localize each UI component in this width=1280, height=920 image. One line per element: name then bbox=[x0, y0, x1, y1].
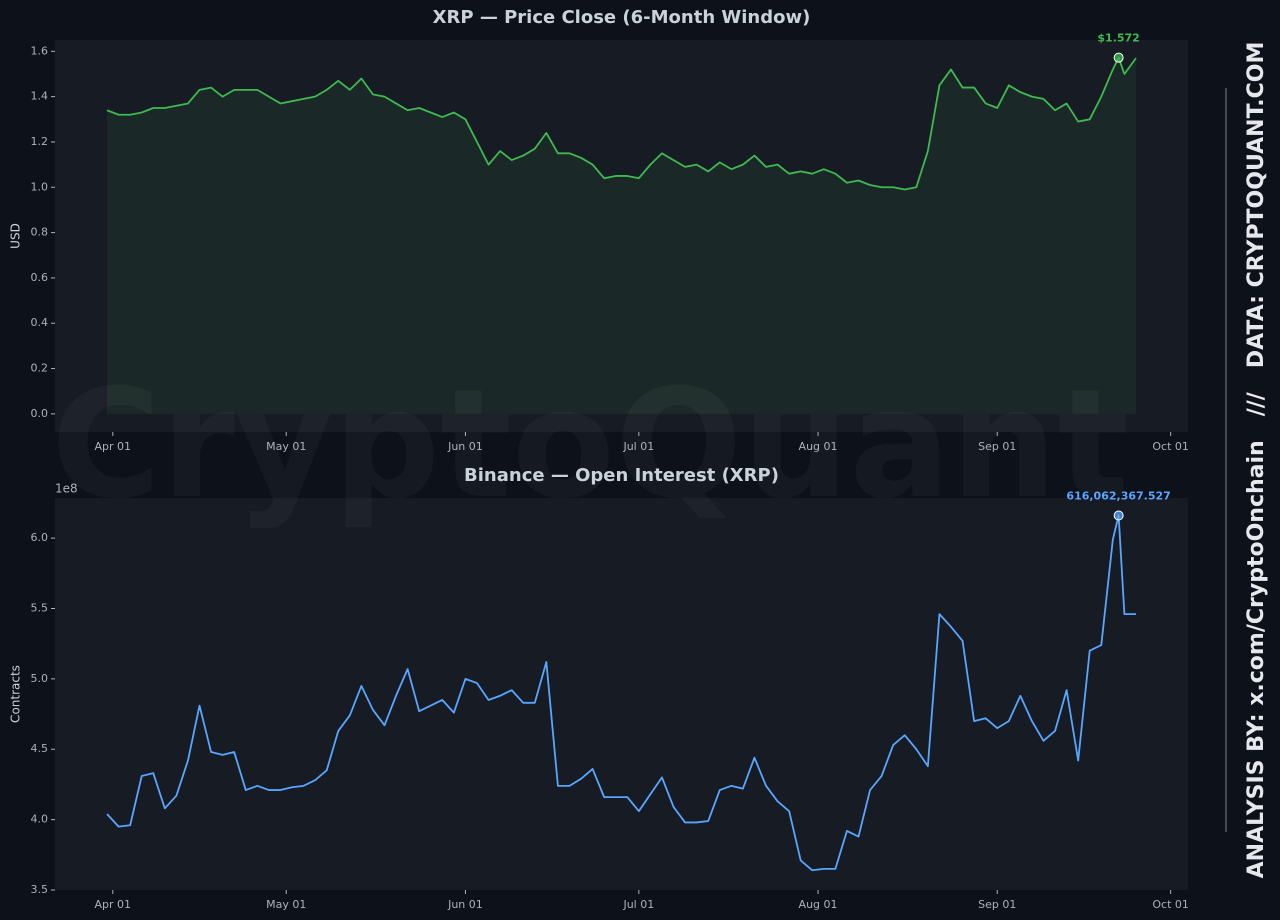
y-tick-label: 0.2 bbox=[31, 362, 49, 375]
x-tick-label: Sep 01 bbox=[978, 898, 1016, 911]
peak-label: 616,062,367.527 bbox=[1066, 490, 1170, 503]
x-tick-label: Jul 01 bbox=[622, 898, 654, 911]
credit-analysis: ANALYSIS BY: x.com/CryptoOnchain bbox=[1244, 440, 1269, 878]
y-tick-label: 0.0 bbox=[31, 407, 49, 420]
peak-marker bbox=[1113, 510, 1124, 521]
x-tick-label: Oct 01 bbox=[1152, 898, 1189, 911]
x-tick-label: Aug 01 bbox=[799, 440, 838, 453]
x-tick-label: Apr 01 bbox=[95, 898, 132, 911]
y-tick-label: 5.0 bbox=[31, 672, 49, 685]
x-tick-label: Jul 01 bbox=[622, 440, 654, 453]
line bbox=[106, 56, 1137, 191]
x-tick-label: Aug 01 bbox=[799, 898, 838, 911]
y-tick-label: 4.0 bbox=[31, 813, 49, 826]
y-tick-label: 1.4 bbox=[31, 90, 49, 103]
y-tick-label: 1.6 bbox=[31, 44, 49, 57]
area bbox=[107, 57, 1136, 414]
chart-title: Binance — Open Interest (XRP) bbox=[464, 465, 779, 486]
y-tick-label: 0.4 bbox=[31, 316, 49, 329]
y-tick-label: 3.5 bbox=[31, 883, 49, 896]
y-tick-label: 5.5 bbox=[31, 601, 49, 614]
y-tick-label: 1.0 bbox=[31, 180, 49, 193]
y-tick-label: 0.8 bbox=[31, 226, 49, 239]
x-tick-label: Sep 01 bbox=[978, 440, 1016, 453]
credit-data: DATA: CRYPTOQUANT.COM bbox=[1244, 42, 1269, 369]
side-credit: ANALYSIS BY: x.com/CryptoOnchain /// DATA:… bbox=[1244, 42, 1269, 879]
plot-area bbox=[55, 498, 1188, 890]
y-tick-label: 1.2 bbox=[31, 135, 49, 148]
y-offset-label: 1e8 bbox=[55, 482, 78, 496]
y-axis-label: USD bbox=[9, 223, 23, 249]
y-tick-label: 4.5 bbox=[31, 742, 49, 755]
x-tick-label: May 01 bbox=[266, 898, 306, 911]
x-tick-label: Jun 01 bbox=[447, 898, 483, 911]
x-tick-label: Oct 01 bbox=[1152, 440, 1189, 453]
line bbox=[106, 514, 1136, 872]
peak-marker bbox=[1113, 52, 1124, 63]
credit-separator: /// bbox=[1244, 391, 1269, 416]
y-axis-label: Contracts bbox=[9, 665, 23, 723]
y-tick-label: 6.0 bbox=[31, 531, 49, 544]
x-tick-label: Jun 01 bbox=[447, 440, 483, 453]
y-tick-label: 0.6 bbox=[31, 271, 49, 284]
chart-layer: XRP — Price Close (6-Month Window) USD 0.0… bbox=[9, 7, 1189, 911]
x-tick-label: May 01 bbox=[266, 440, 306, 453]
x-tick-label: Apr 01 bbox=[95, 440, 132, 453]
chart-title: XRP — Price Close (6-Month Window) bbox=[433, 7, 811, 28]
watermark: CryptoQuant bbox=[51, 358, 1129, 532]
peak-label: $1.572 bbox=[1097, 32, 1139, 45]
